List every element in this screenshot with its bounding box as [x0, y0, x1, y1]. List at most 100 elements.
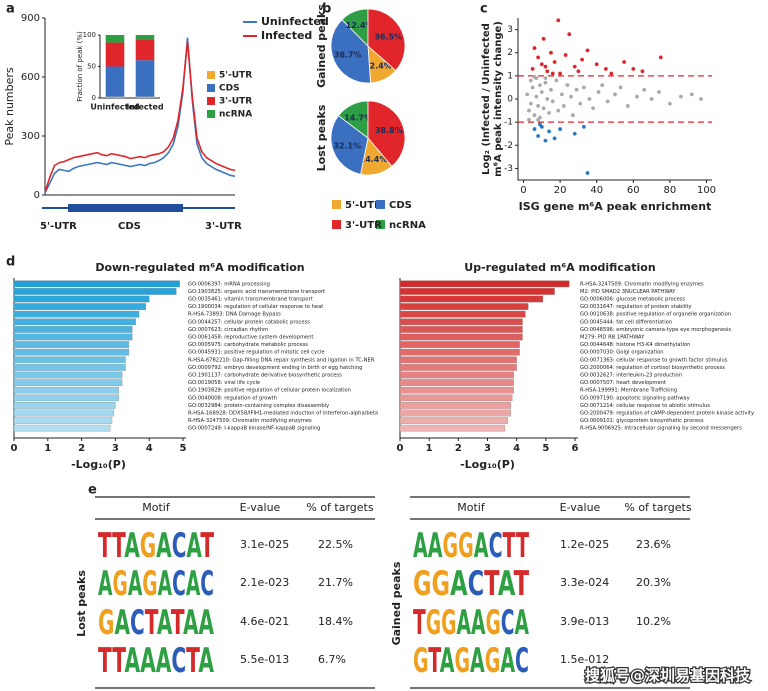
y-tick-label: 3: [507, 25, 513, 35]
bar: [13, 386, 119, 394]
motif-letter: A: [456, 603, 471, 643]
bar: [399, 318, 523, 326]
scatter-point: [534, 94, 539, 99]
x-tick-label: 0: [520, 185, 526, 196]
category-label: R-HSA-9006925: Intracellular signaling b…: [580, 426, 742, 432]
motif-letter: A: [413, 526, 428, 566]
chart-title: Up-regulated m⁶A modification: [464, 261, 655, 274]
scatter-point: [552, 60, 557, 64]
motif-letter: C: [501, 603, 515, 643]
category-label: GO:1901137: carbohydrate derivative bios…: [188, 373, 342, 379]
y-tick-label: 600: [21, 72, 40, 83]
scatter-point: [528, 101, 533, 106]
axes: [517, 18, 712, 181]
motif-logo: GACTATAA: [98, 603, 214, 643]
x-tick-label: 1: [44, 443, 51, 454]
x-tick-label: 5: [180, 443, 187, 454]
scatter-point: [596, 90, 601, 94]
scatter-point: [635, 94, 639, 99]
x-tick-label: 3: [484, 443, 491, 454]
motif-logo: AGAGACAC: [98, 564, 214, 604]
category-label: R-HSA-3247509: Chromatin modifying enzym…: [188, 418, 312, 424]
bar: [13, 379, 123, 386]
bar: [399, 341, 520, 348]
category-label: R-HSA-3247509: Chromatin modifying enzym…: [580, 281, 704, 287]
bar: [13, 295, 150, 303]
bar: [399, 417, 509, 424]
category-label: GO:0071214: cellular response to abiotic…: [580, 403, 710, 409]
bar: [13, 371, 123, 379]
legend-label: 5'-UTR: [345, 200, 382, 211]
motif-letter: T: [145, 603, 159, 643]
motif-letter: T: [112, 526, 126, 566]
scatter-point: [668, 101, 672, 106]
slice-label: 32.1%: [333, 141, 361, 150]
bar: [399, 379, 514, 386]
motif-letter: A: [124, 526, 140, 566]
e-value: 1.2e-025: [560, 538, 609, 551]
motif-letter: G: [458, 526, 474, 566]
motif-letter: T: [98, 526, 112, 566]
motif-letter: C: [130, 603, 145, 643]
y-tick-label: -3: [504, 164, 513, 174]
scatter-point: [536, 134, 541, 138]
bar-segment: [105, 96, 125, 98]
e-value: 4.6e-021: [240, 615, 289, 628]
bar: [13, 402, 116, 409]
legend-label: Infected: [261, 29, 312, 42]
bar: [13, 356, 126, 364]
bar: [399, 348, 520, 356]
motif-letter: G: [98, 603, 114, 643]
category-label: R-HSA-199991: Membrane Trafficking: [580, 388, 677, 394]
scatter-point: [550, 99, 555, 104]
scatter-point: [532, 127, 537, 131]
scatter-point: [547, 129, 552, 134]
bar: [399, 295, 544, 303]
x-tick-label: 100: [697, 185, 716, 196]
row-group-label: Lost peaks: [75, 570, 88, 637]
panel-label: b: [322, 2, 331, 17]
motif-letter: A: [114, 603, 130, 643]
motif-letter: G: [112, 564, 127, 604]
scatter-point: [558, 71, 562, 76]
category-label: GO:0007030: Golgi organization: [580, 350, 664, 356]
legend-label: CDS: [219, 84, 240, 94]
bar-segment: [135, 35, 155, 40]
motif-letter: A: [198, 603, 214, 643]
scatter-point: [556, 108, 561, 113]
scatter-point: [532, 113, 537, 118]
bar: [13, 341, 130, 348]
category-label: GO:2000479: regulation of cAMP-dependent…: [580, 411, 754, 417]
motif-letter: A: [140, 641, 156, 681]
motif-letter: G: [426, 603, 441, 643]
category-label: GO:0045931: positive regulation of mitot…: [188, 350, 325, 356]
scatter-point: [574, 87, 579, 92]
motif-letter: G: [142, 564, 157, 604]
motif-letter: T: [516, 526, 529, 566]
scatter-point: [603, 67, 608, 71]
motif-letter: T: [171, 603, 185, 643]
bar: [399, 280, 570, 288]
e-value: 3.3e-024: [560, 576, 609, 589]
scatter-point: [539, 90, 544, 94]
bar: [13, 409, 114, 417]
scatter-point: [545, 97, 550, 101]
slice-label: 38.8%: [375, 126, 403, 135]
panel-label: e: [88, 483, 97, 498]
gene-region-label: 5'-UTR: [40, 221, 77, 232]
x-tick-label: 6: [572, 443, 579, 454]
motif-letter: A: [498, 564, 516, 604]
bar: [399, 288, 555, 295]
y-axis-label: Log₂ (Infected / Uninfected: [481, 23, 492, 175]
x-tick-label: 0: [397, 443, 404, 454]
y-tick-label: 2: [507, 48, 513, 58]
category-label: GO:0007249: I-kappaB kinase/NF-kappaB si…: [188, 426, 320, 432]
scatter-point: [571, 113, 575, 118]
bar-segment: [135, 96, 155, 98]
category-label: GO:0032984: protein-containing complex d…: [188, 403, 329, 409]
motif-letter: T: [112, 641, 126, 681]
slice-label: 12.4%: [364, 61, 392, 70]
scatter-point: [554, 78, 559, 83]
category-label: GO:1903825: organic acid transmembrane t…: [188, 289, 325, 295]
x-tick-label: 40: [590, 185, 603, 196]
